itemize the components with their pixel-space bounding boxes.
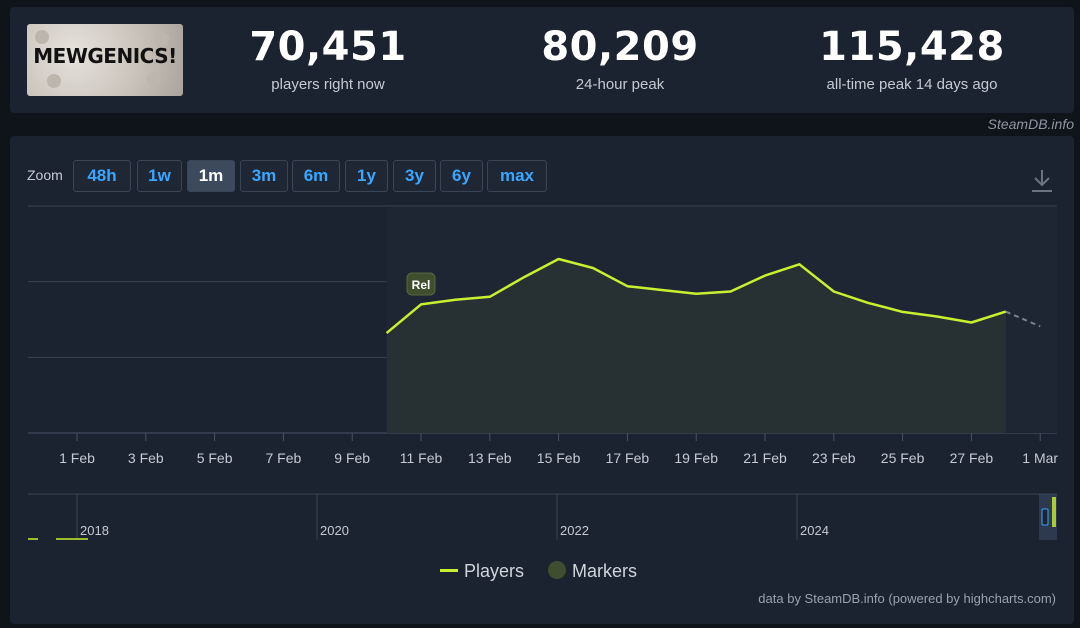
players-point-14[interactable]: [865, 300, 871, 306]
players-point-11[interactable]: [762, 273, 768, 279]
x-tick-label-12: 25 Feb: [881, 450, 925, 466]
players-point-0[interactable]: [384, 330, 390, 336]
players-point-12[interactable]: [796, 261, 802, 267]
zoom-button-3m[interactable]: 3m: [240, 160, 288, 192]
navigator-label-2018: 2018: [80, 523, 109, 538]
stat-24h-peak-label: 24-hour peak: [575, 76, 665, 93]
players-point-9[interactable]: [693, 291, 699, 297]
stat-current: 70,451 players right now: [242, 25, 414, 93]
navigator-label-2020: 2020: [320, 523, 349, 538]
x-tick-label-4: 9 Feb: [334, 450, 370, 466]
download-icon[interactable]: [1030, 168, 1054, 194]
players-point-13[interactable]: [831, 289, 837, 295]
x-tick-label-10: 21 Feb: [743, 450, 787, 466]
navigator-label-2024: 2024: [800, 523, 829, 538]
players-point-5[interactable]: [556, 256, 562, 262]
zoom-button-1y[interactable]: 1y: [345, 160, 388, 192]
x-tick-label-0: 1 Feb: [59, 450, 95, 466]
legend-markers-swatch: [548, 561, 566, 580]
zoom-button-48h[interactable]: 48h: [73, 160, 131, 192]
x-tick-label-1: 3 Feb: [128, 450, 164, 466]
players-point-10[interactable]: [728, 289, 734, 295]
marker-badge-0[interactable]: [406, 272, 436, 296]
players-point-4[interactable]: [521, 274, 527, 280]
navigator-label-2022: 2022: [560, 523, 589, 538]
legend-players-swatch: [440, 568, 458, 572]
stat-current-value: 70,451: [249, 24, 407, 70]
legend-players-label: Players: [464, 561, 525, 581]
steamdb-credit-top[interactable]: SteamDB.info: [987, 116, 1074, 132]
players-point-6[interactable]: [590, 265, 596, 271]
players-projection-line: [1005, 310, 1041, 328]
zoom-button-max[interactable]: max: [487, 160, 547, 192]
x-tick-label-6: 13 Feb: [468, 450, 512, 466]
players-series-line[interactable]: [385, 257, 1007, 335]
players-point-3[interactable]: [487, 294, 493, 300]
legend-markers[interactable]: Markers: [548, 561, 637, 582]
zoom-button-6y[interactable]: 6y: [440, 160, 483, 192]
game-logo[interactable]: MEWGENICS!: [27, 24, 183, 96]
zoom-button-3y[interactable]: 3y: [393, 160, 436, 192]
players-point-18[interactable]: [1003, 309, 1009, 315]
logo-text: MEWGENICS!: [33, 44, 177, 68]
zoom-button-1w[interactable]: 1w: [137, 160, 182, 192]
stat-24h-peak-value: 80,209: [541, 24, 699, 70]
stat-alltime-peak-label: all-time peak 14 days ago: [826, 76, 998, 93]
x-tick-label-13: 27 Feb: [950, 450, 994, 466]
players-point-17[interactable]: [968, 320, 974, 326]
players-point-1[interactable]: [418, 301, 424, 307]
players-point-7[interactable]: [624, 283, 630, 289]
x-tick-label-11: 23 Feb: [812, 450, 856, 466]
stats-header: MEWGENICS! 70,451 players right now 80,2…: [10, 7, 1074, 113]
x-tick-label-3: 7 Feb: [265, 450, 301, 466]
legend-markers-label: Markers: [572, 561, 638, 581]
x-tick-label-7: 15 Feb: [537, 450, 581, 466]
navigator-recent-data: [1052, 497, 1056, 527]
stat-alltime-peak: 115,428 all-time peak 14 days ago: [800, 25, 1024, 93]
stat-current-label: players right now: [271, 76, 385, 93]
x-tick-label-9: 19 Feb: [674, 450, 718, 466]
stat-alltime-peak-value: 115,428: [819, 24, 1005, 70]
x-tick-label-8: 17 Feb: [606, 450, 650, 466]
highcharts-credit[interactable]: data by SteamDB.info (powered by highcha…: [758, 591, 1056, 606]
zoom-button-1m[interactable]: 1m: [187, 160, 235, 192]
navigator-handle-left[interactable]: [1041, 508, 1049, 526]
zoom-label: Zoom: [27, 167, 63, 183]
players-area: [386, 259, 1006, 433]
data-range-shade: [386, 207, 1058, 433]
x-tick-label-14: 1 Mar: [1022, 450, 1058, 466]
players-point-15[interactable]: [900, 309, 906, 315]
players-point-2[interactable]: [452, 297, 458, 303]
players-point-16[interactable]: [934, 313, 940, 319]
stat-24h-peak: 80,209 24-hour peak: [525, 25, 715, 93]
marker-label-0: Rel: [412, 278, 431, 292]
players-point-8[interactable]: [659, 287, 665, 293]
legend-players[interactable]: Players: [440, 561, 524, 582]
x-tick-label-2: 5 Feb: [197, 450, 233, 466]
zoom-button-6m[interactable]: 6m: [292, 160, 340, 192]
x-tick-label-5: 11 Feb: [400, 450, 443, 466]
